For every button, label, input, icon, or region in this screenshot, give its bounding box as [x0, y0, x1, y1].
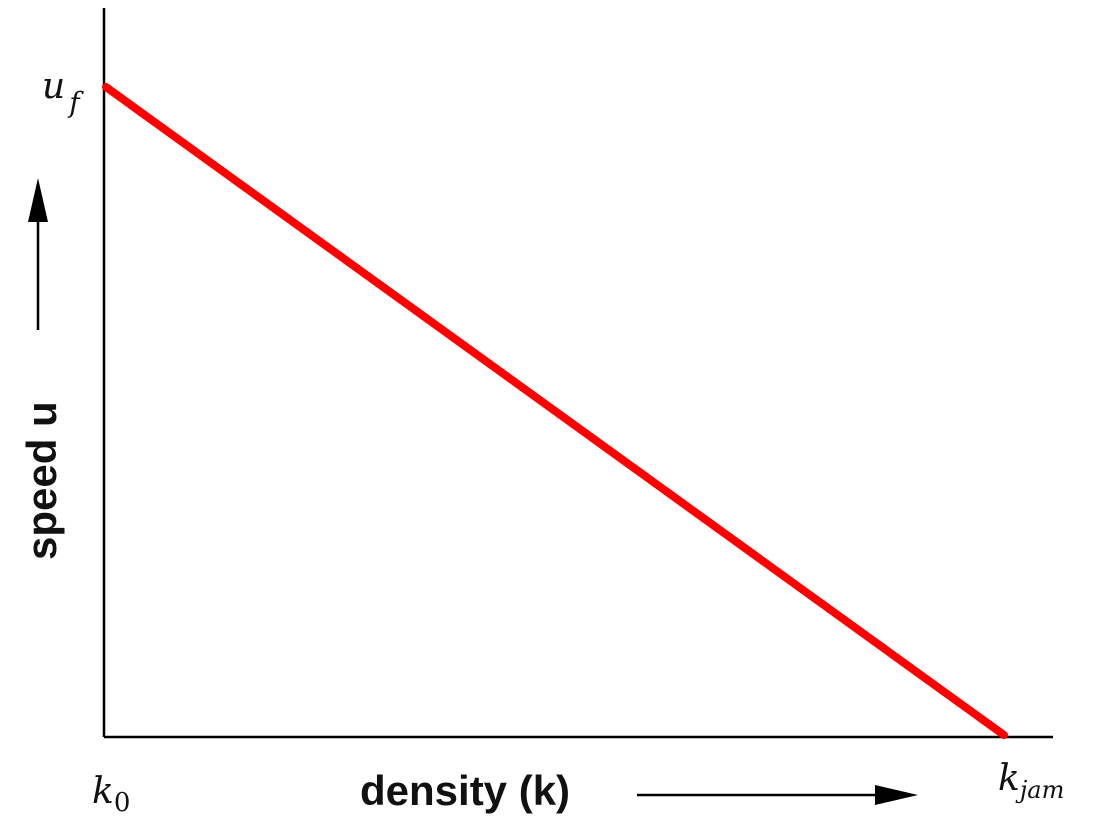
- x-axis-arrow-head: [875, 785, 918, 805]
- y-axis-title: speed u: [18, 401, 65, 560]
- x-axis-title: density (k): [360, 767, 570, 814]
- x-tick-label-k0: k0: [92, 771, 130, 817]
- series-layer: [102, 83, 1008, 739]
- x-tick-label-kjam: kjam: [998, 758, 1064, 804]
- y-axis-arrow-head: [28, 178, 48, 222]
- series-line-0: [102, 83, 1008, 739]
